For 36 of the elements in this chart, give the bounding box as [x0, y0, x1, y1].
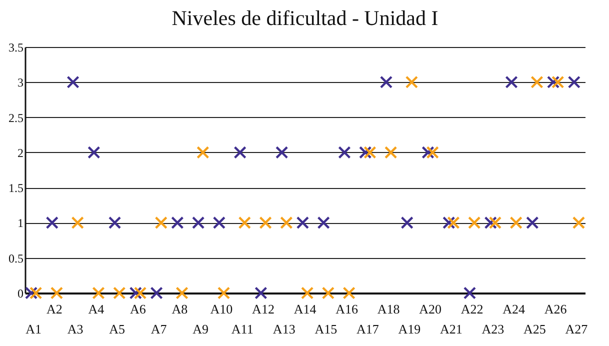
x-tick-label: A6	[130, 302, 146, 316]
x-tick-label: A9	[192, 322, 209, 336]
x-tick-label: A12	[252, 302, 274, 316]
x-tick-label: A23	[482, 322, 504, 336]
x-tick-label: A1	[26, 322, 42, 336]
x-tick-label: A4	[88, 302, 105, 316]
x-tick-label: A25	[523, 322, 546, 336]
y-tick-label: 1.5	[8, 181, 24, 196]
x-tick-label: A21	[440, 322, 462, 336]
x-tick-label: A22	[460, 302, 484, 316]
x-tick-label: A2	[46, 302, 62, 316]
x-tick-label: A18	[377, 302, 400, 316]
x-tick-label: A14	[294, 302, 317, 316]
x-tick-label: A20	[419, 302, 442, 316]
x-tick-label: A16	[336, 302, 358, 316]
y-tick-label: 3.5	[8, 40, 24, 54]
y-tick-label: 0	[18, 286, 24, 300]
y-tick-label: 3	[18, 76, 24, 90]
x-tick-label: A13	[272, 322, 296, 336]
y-tick-label: 2.5	[8, 110, 24, 125]
x-tick-label: A27	[565, 322, 588, 336]
y-tick-label: 2	[18, 146, 24, 160]
x-tick-label: A24	[502, 302, 526, 316]
x-tick-label: A15	[314, 322, 338, 336]
x-tick-label: A26	[544, 302, 568, 316]
x-tick-label: A11	[231, 322, 254, 336]
y-tick-label: 0.5	[8, 251, 24, 266]
x-tick-label: A7	[150, 322, 168, 336]
x-tick-label: A8	[172, 302, 188, 316]
x-tick-label: A10	[210, 302, 233, 316]
x-tick-label: A19	[398, 322, 421, 336]
x-tick-label: A17	[356, 322, 380, 336]
y-tick-label: 1	[18, 216, 24, 230]
x-tick-label: A3	[67, 322, 84, 336]
x-tick-label: A5	[109, 322, 126, 336]
chart-title: Niveles de dificultad - Unidad I	[172, 6, 438, 30]
